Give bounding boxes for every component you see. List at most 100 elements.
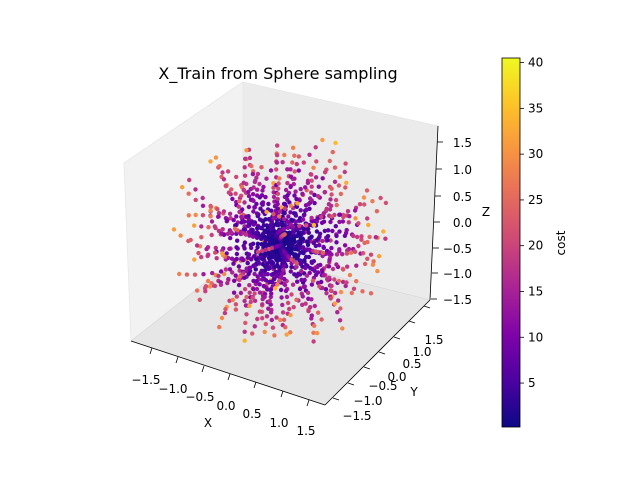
- scatter-point: [227, 246, 232, 251]
- scatter-point: [289, 264, 294, 270]
- scatter-point: [345, 264, 350, 269]
- scatter-point: [180, 185, 185, 190]
- scatter-point: [326, 202, 332, 207]
- scatter-point: [247, 283, 252, 288]
- scatter-point: [293, 213, 299, 218]
- y-tick-label: −1.0: [353, 394, 382, 408]
- scatter-point: [294, 256, 300, 261]
- scatter-point: [300, 217, 306, 222]
- scatter-point: [264, 314, 270, 319]
- scatter-point: [288, 210, 293, 215]
- scatter-point: [289, 292, 294, 297]
- scatter-point: [206, 225, 211, 230]
- scatter-point: [307, 236, 312, 241]
- scatter-point: [259, 193, 265, 198]
- z-tick-label: −1.0: [443, 267, 472, 281]
- scatter-point: [203, 289, 208, 294]
- scatter-point: [330, 266, 336, 272]
- scatter-point: [282, 206, 288, 211]
- scatter-point: [264, 209, 269, 215]
- scatter-point: [285, 219, 291, 224]
- scatter-point: [344, 280, 349, 285]
- scatter-point: [296, 168, 301, 173]
- scatter-point: [218, 282, 224, 287]
- scatter-point: [338, 289, 344, 295]
- scatter-point: [209, 219, 215, 224]
- x-tick-label: −0.5: [185, 390, 214, 404]
- scatter-point: [292, 176, 297, 181]
- scatter-point: [268, 310, 274, 315]
- scatter-point: [272, 333, 277, 338]
- scatter-point: [204, 246, 209, 252]
- scatter-point: [309, 172, 314, 177]
- scatter-point: [186, 213, 191, 218]
- scatter-point: [337, 318, 343, 323]
- scatter-point: [225, 231, 231, 236]
- scatter-point: [359, 237, 364, 242]
- scatter-point: [365, 216, 370, 221]
- scatter-point: [252, 291, 257, 296]
- scatter-point: [282, 276, 287, 282]
- scatter-point: [214, 256, 219, 261]
- scatter-point: [199, 224, 204, 229]
- scatter-point: [262, 329, 267, 335]
- scatter-point: [314, 330, 320, 336]
- scatter-point: [344, 180, 349, 185]
- scatter-point: [375, 268, 380, 274]
- scatter-point: [275, 196, 280, 202]
- scatter-point: [263, 272, 268, 277]
- scatter-point: [233, 273, 238, 278]
- scatter-point: [300, 230, 305, 235]
- scatter-point: [193, 212, 198, 218]
- scatter-point: [261, 256, 266, 261]
- scatter-point: [381, 229, 386, 234]
- x-tick-label: −1.5: [131, 373, 160, 387]
- scatter-point: [335, 310, 340, 315]
- scatter-point: [287, 306, 292, 312]
- scatter-point: [247, 303, 252, 309]
- scatter-point: [212, 283, 218, 289]
- scatter-point: [257, 282, 262, 287]
- y-tick-label: 1.5: [424, 333, 443, 347]
- scatter-point: [223, 307, 228, 312]
- scatter-point: [231, 290, 237, 295]
- x-tick-label: 0.5: [242, 407, 261, 421]
- colorbar-ticks: 5 10 15 20 25 30 35 40: [520, 56, 543, 390]
- scatter-point: [294, 297, 299, 302]
- scatter-point: [209, 232, 214, 238]
- scatter-point: [242, 219, 247, 224]
- scatter-point: [260, 302, 265, 307]
- scatter-point: [322, 170, 328, 175]
- scatter-point: [310, 278, 316, 283]
- scatter-point: [269, 291, 274, 296]
- scatter-point: [288, 184, 293, 190]
- scatter-point: [228, 235, 233, 241]
- scatter-point: [252, 298, 258, 303]
- scatter-point: [242, 329, 247, 334]
- scatter-point: [298, 208, 303, 213]
- scatter-point: [374, 209, 380, 214]
- scatter-point: [261, 223, 267, 228]
- scatter-point: [271, 185, 276, 190]
- scatter-point: [292, 169, 297, 174]
- scatter-point: [213, 250, 218, 255]
- scatter-point: [321, 211, 327, 216]
- scatter-point: [347, 214, 352, 219]
- scatter-point: [287, 200, 292, 205]
- scatter-point: [319, 317, 324, 322]
- scatter-point: [340, 219, 346, 224]
- scatter-point: [259, 165, 264, 170]
- scatter-point: [177, 271, 182, 277]
- scatter-point: [223, 267, 229, 272]
- scatter-point: [225, 280, 230, 286]
- scatter-point: [301, 246, 306, 251]
- scatter-point: [234, 214, 239, 219]
- scatter-point: [288, 167, 293, 172]
- scatter-point: [257, 225, 262, 230]
- scatter-point: [311, 330, 316, 335]
- scatter-point: [230, 297, 235, 303]
- y-tick-label: 1.0: [412, 345, 431, 359]
- scatter-point: [235, 238, 240, 243]
- scatter-point: [288, 203, 293, 208]
- scatter-point: [312, 303, 317, 309]
